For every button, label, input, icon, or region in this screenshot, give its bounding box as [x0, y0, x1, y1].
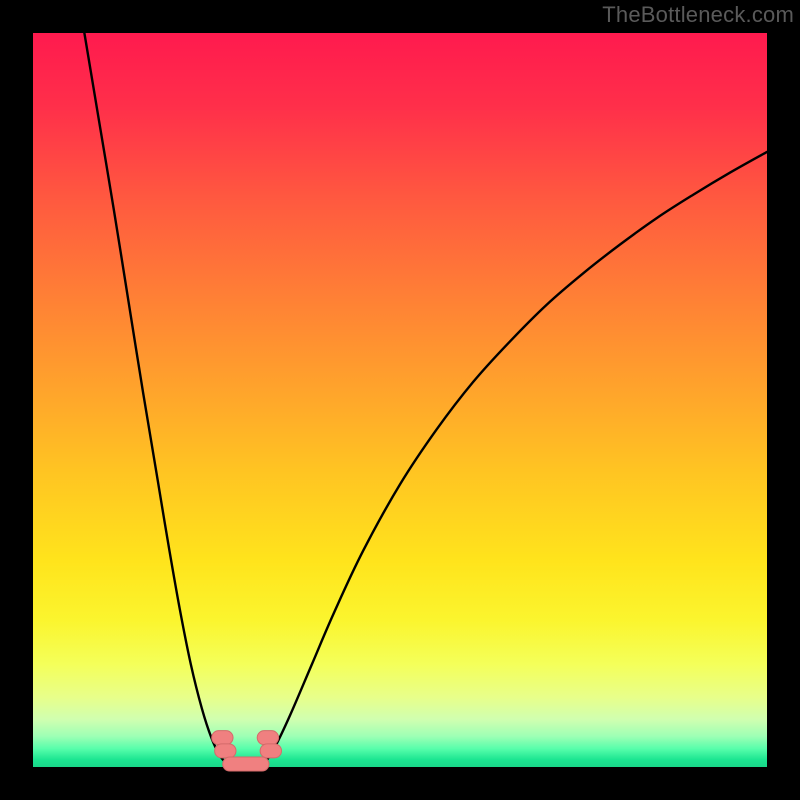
plot-background-gradient: [33, 33, 767, 767]
bottleneck-curve-chart: [0, 0, 800, 800]
marker-pill: [212, 731, 233, 745]
chart-container: TheBottleneck.com: [0, 0, 800, 800]
marker-pill: [215, 744, 236, 758]
marker-pill: [257, 731, 278, 745]
marker-pill: [260, 744, 281, 758]
marker-pill: [223, 757, 269, 771]
watermark-text: TheBottleneck.com: [602, 2, 794, 28]
